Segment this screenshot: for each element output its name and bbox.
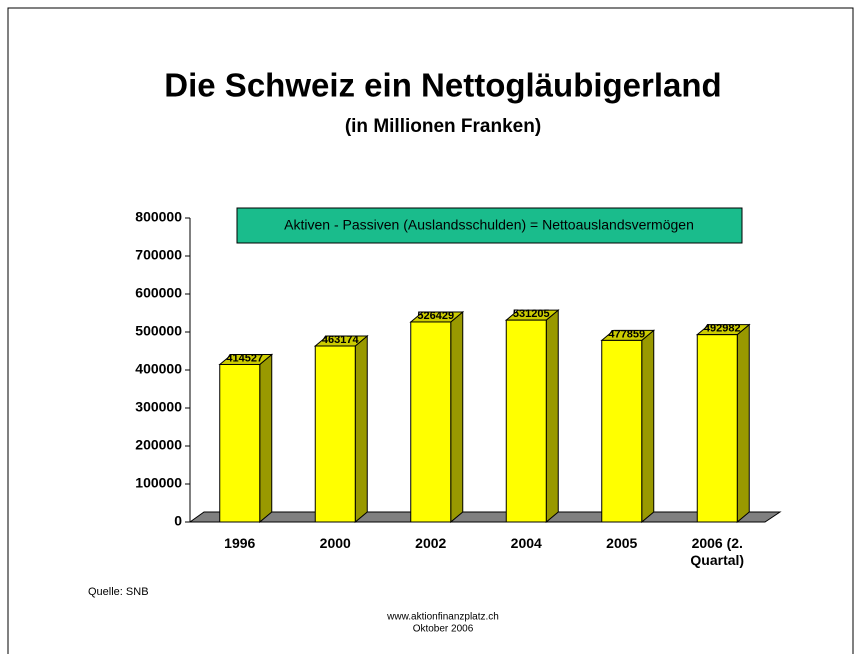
bar — [601, 339, 643, 523]
bar — [696, 334, 738, 523]
bar-side — [545, 309, 559, 524]
data-label: 526429 — [417, 310, 454, 322]
annotation: Aktiven - Passiven (Auslandsschulden) = … — [284, 217, 694, 233]
annotation-box — [236, 207, 743, 244]
y-tick-label: 200000 — [135, 437, 182, 453]
source: Quelle: SNB — [88, 586, 149, 598]
y-tick-label: 700000 — [135, 247, 182, 263]
data-label: 477859 — [608, 328, 645, 340]
y-tick-label: 500000 — [135, 323, 182, 339]
bar-side — [641, 329, 655, 524]
y-tick-label: 100000 — [135, 475, 182, 491]
y-tick-label: 400000 — [135, 361, 182, 377]
bar — [219, 363, 261, 523]
x-tick-label: 1996 — [224, 535, 256, 551]
x-tick-label: 2000 — [319, 535, 351, 551]
x-tick-label: 2002 — [415, 535, 447, 551]
footer: Oktober 2006 — [413, 624, 474, 635]
data-label: 492982 — [704, 323, 741, 335]
data-label: 414527 — [226, 352, 263, 364]
y-tick-label: 0 — [174, 513, 182, 529]
footer: www.aktionfinanzplatz.ch — [386, 612, 499, 623]
bar — [410, 321, 452, 523]
bar — [505, 319, 547, 523]
y-tick-label: 800000 — [135, 209, 182, 225]
floor — [188, 511, 782, 523]
y-tick-label: 300000 — [135, 399, 182, 415]
data-label: 531205 — [513, 308, 550, 320]
x-tick-label: 2005 — [606, 535, 638, 551]
chart-subtitle: (in Millionen Franken) — [345, 116, 541, 137]
bar-side — [736, 323, 750, 524]
data-label: 463174 — [322, 334, 360, 346]
bar-side — [354, 334, 368, 524]
x-tick-label: 2006 (2. Quartal) — [690, 535, 745, 568]
bar-side — [450, 310, 464, 524]
bar — [314, 345, 356, 523]
y-tick-label: 600000 — [135, 285, 182, 301]
bar-side — [259, 353, 273, 524]
x-tick-label: 2004 — [510, 535, 542, 551]
chart-title: Die Schweiz ein Nettogläubigerland — [164, 67, 721, 104]
slide-frame — [7, 7, 854, 654]
